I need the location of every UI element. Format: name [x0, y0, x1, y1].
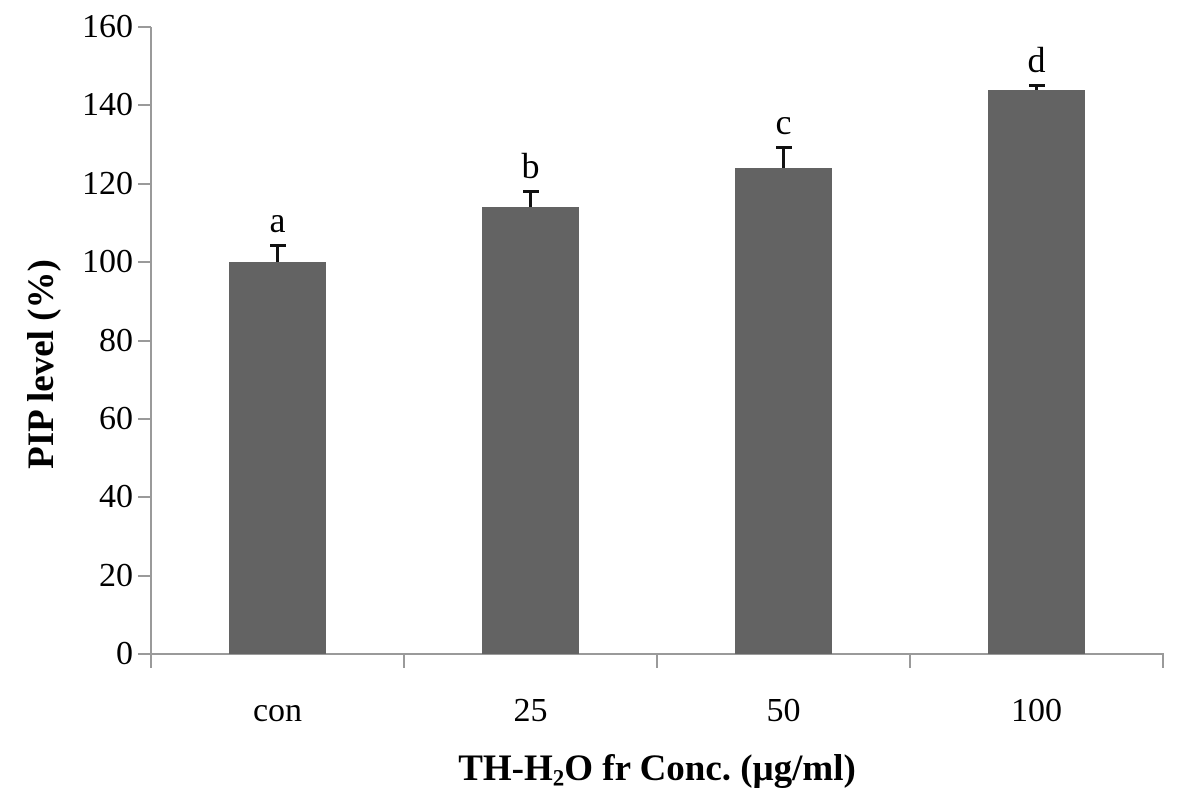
x-axis-title-prefix: TH-H [458, 748, 553, 789]
bar-50 [735, 168, 832, 654]
x-tick-mark [656, 654, 658, 668]
x-tick-mark [150, 654, 152, 668]
significance-letter-100: d [1027, 39, 1046, 80]
y-tick-label: 80 [99, 321, 133, 359]
error-bar-stem-25 [529, 191, 532, 208]
bar-25 [482, 207, 579, 654]
x-axis-title-suffix: O fr Conc. (μg/ml) [564, 748, 856, 789]
x-tick-label-50: 50 [766, 692, 801, 729]
y-tick-mark [138, 26, 151, 28]
y-tick-label: 0 [116, 635, 133, 672]
x-tick-label-100: 100 [1011, 692, 1062, 729]
y-tick-label: 60 [99, 399, 133, 437]
y-axis-title: PIP level (%) [21, 259, 62, 469]
y-tick-label: 20 [99, 556, 133, 594]
x-tick-mark [1162, 654, 1164, 668]
error-bar-cap-25 [522, 189, 539, 193]
x-tick-mark [909, 654, 911, 668]
y-tick-mark [138, 496, 151, 499]
y-tick-mark [138, 261, 151, 264]
y-tick-mark [138, 339, 151, 342]
error-bar-stem-100 [1035, 85, 1038, 90]
y-tick-label: 100 [82, 243, 133, 281]
error-bar-cap-50 [775, 146, 792, 150]
error-bar-stem-con [276, 246, 279, 263]
y-axis-line [150, 27, 152, 655]
y-tick-mark [138, 574, 151, 577]
x-axis-title-subscript: 2 [552, 765, 565, 791]
x-tick-mark [403, 654, 405, 668]
error-bar-cap-100 [1028, 83, 1045, 87]
y-tick-mark [138, 182, 151, 185]
y-tick-label: 140 [82, 86, 133, 124]
y-tick-mark [138, 104, 151, 107]
significance-letter-50: c [775, 102, 792, 143]
bar-con [229, 262, 326, 654]
significance-letter-con: a [269, 200, 286, 241]
bar-100 [988, 89, 1085, 654]
x-tick-label-con: con [252, 692, 303, 729]
error-bar-stem-50 [782, 148, 785, 169]
y-tick-mark [138, 417, 151, 420]
x-tick-label-25: 25 [513, 692, 548, 729]
y-tick-label: 120 [82, 164, 133, 202]
y-tick-label: 40 [99, 478, 133, 516]
significance-letter-25: b [521, 145, 540, 186]
error-bar-cap-con [269, 244, 286, 248]
y-tick-label: 160 [82, 8, 133, 45]
x-axis-title: TH-H2O fr Conc. (μg/ml) [151, 747, 1163, 792]
y-tick-mark [138, 653, 151, 655]
